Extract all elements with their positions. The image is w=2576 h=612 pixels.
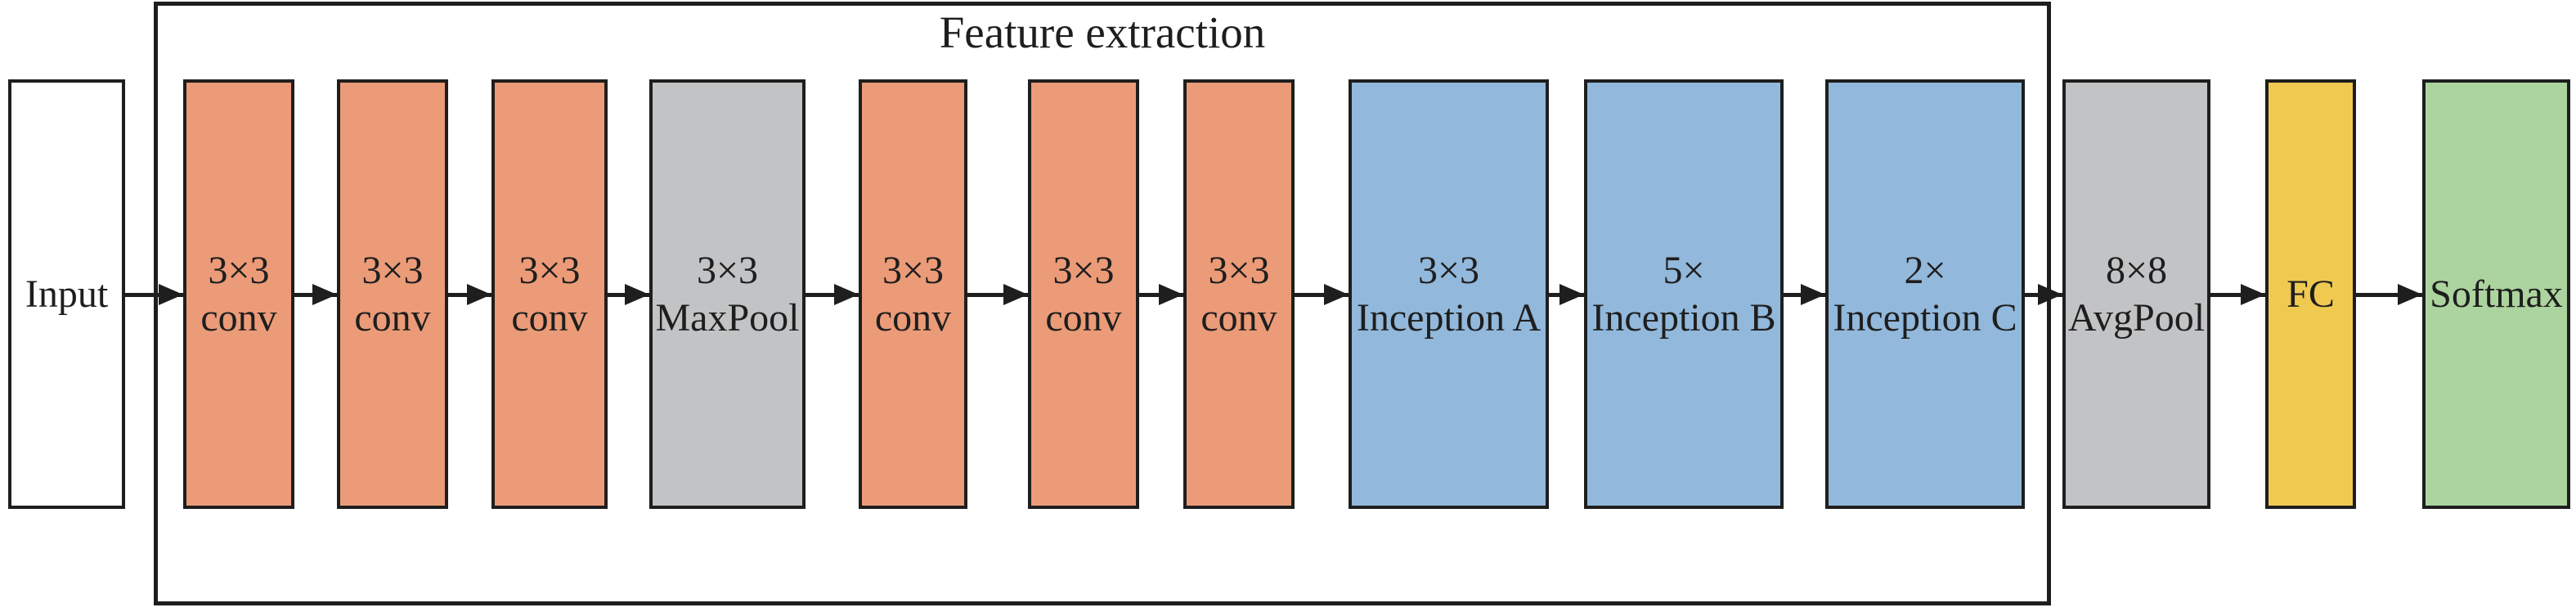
- block-conv-1: 3×3 conv: [183, 79, 294, 509]
- block-label-line2: Inception A: [1356, 295, 1542, 340]
- block-softmax: Softmax: [2422, 79, 2570, 509]
- flow-arrow: [1549, 284, 1584, 305]
- block-label-line2: AvgPool: [2067, 295, 2206, 340]
- flow-arrow: [608, 284, 649, 305]
- block-label-line2: conv: [200, 295, 277, 340]
- flow-arrow: [1295, 284, 1349, 305]
- block-label-line2: MaxPool: [655, 295, 800, 340]
- block-label-line2: Inception B: [1591, 295, 1776, 340]
- block-label-line1: 8×8: [2105, 248, 2168, 292]
- block-avgpool: 8×8 AvgPool: [2062, 79, 2210, 509]
- flow-arrow: [2025, 284, 2062, 305]
- block-label-line1: 2×: [1904, 248, 1946, 292]
- block-label-line2: conv: [874, 295, 952, 340]
- block-label-line2: conv: [1045, 295, 1122, 340]
- flow-arrow: [1784, 284, 1825, 305]
- block-input: Input: [8, 79, 125, 509]
- block-inception-b: 5× Inception B: [1584, 79, 1784, 509]
- block-label-line1: 3×3: [882, 248, 945, 292]
- block-label-line1: FC: [2287, 272, 2335, 316]
- block-label-line1: 3×3: [696, 248, 759, 292]
- block-label-line1: 3×3: [518, 248, 581, 292]
- block-label-line1: Input: [25, 272, 109, 316]
- block-maxpool: 3×3 MaxPool: [649, 79, 806, 509]
- block-label-line1: Softmax: [2430, 272, 2563, 316]
- flow-arrow: [294, 284, 337, 305]
- feature-extraction-label: Feature extraction: [939, 7, 1266, 57]
- flow-arrow: [806, 284, 859, 305]
- block-label-line2: conv: [511, 295, 588, 340]
- flow-arrow: [2356, 284, 2422, 305]
- block-label-line1: 3×3: [361, 248, 424, 292]
- block-label-line1: 5×: [1663, 248, 1705, 292]
- block-label-line2: conv: [1200, 295, 1277, 340]
- block-conv-3: 3×3 conv: [491, 79, 608, 509]
- block-label-line1: 3×3: [1208, 248, 1270, 292]
- flow-arrow: [1139, 284, 1183, 305]
- block-label-line1: 3×3: [1417, 248, 1480, 292]
- block-conv-6: 3×3 conv: [1183, 79, 1295, 509]
- flow-arrow: [967, 284, 1028, 305]
- flow-arrow: [125, 284, 183, 305]
- block-conv-2: 3×3 conv: [337, 79, 448, 509]
- block-conv-5: 3×3 conv: [1028, 79, 1139, 509]
- block-label-line2: Inception C: [1833, 295, 2017, 340]
- block-inception-c: 2× Inception C: [1825, 79, 2025, 509]
- block-label-line2: conv: [354, 295, 431, 340]
- block-inception-a: 3×3 Inception A: [1349, 79, 1549, 509]
- flow-arrow: [448, 284, 491, 305]
- block-fc: FC: [2265, 79, 2356, 509]
- block-conv-4: 3×3 conv: [859, 79, 967, 509]
- flow-arrow: [2210, 284, 2265, 305]
- block-label-line1: 3×3: [1052, 248, 1115, 292]
- block-label-line1: 3×3: [208, 248, 270, 292]
